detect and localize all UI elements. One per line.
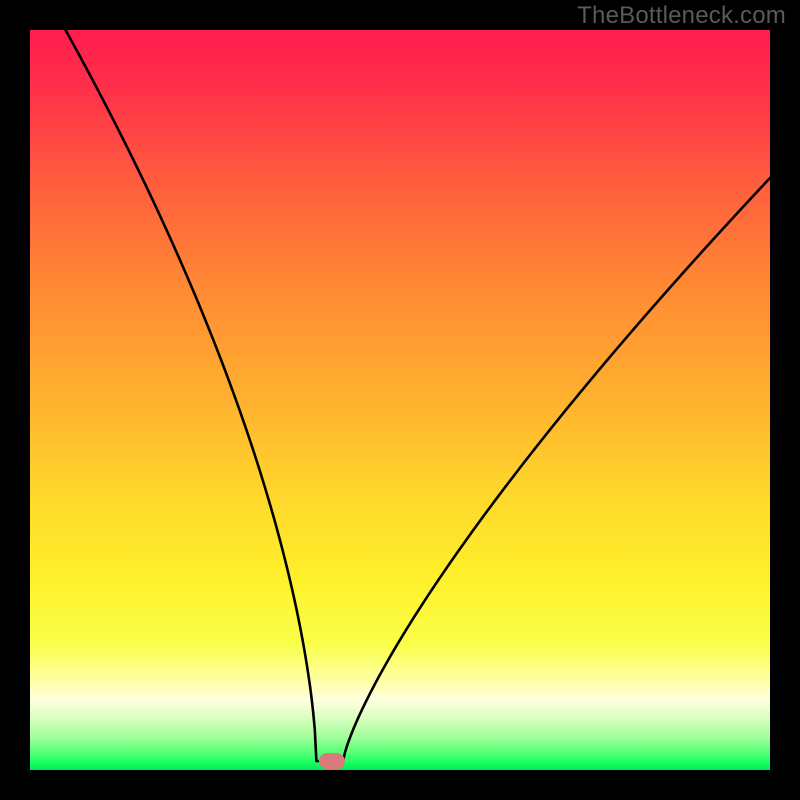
- watermark-text: TheBottleneck.com: [577, 2, 786, 30]
- heat-gradient: [30, 30, 770, 770]
- bottleneck-chart: [0, 0, 800, 800]
- plot-area: [30, 30, 770, 770]
- chart-stage: TheBottleneck.com: [0, 0, 800, 800]
- optimum-marker: [319, 753, 345, 769]
